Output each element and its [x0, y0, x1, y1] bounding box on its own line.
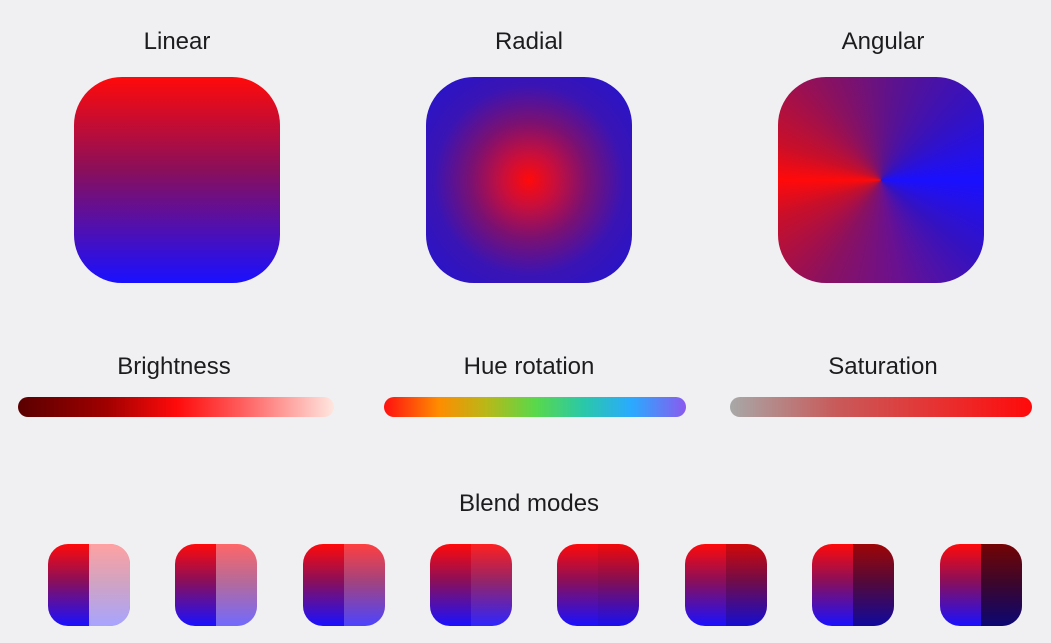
- saturation-gradient-bar: [730, 397, 1032, 417]
- brightness-label: Brightness: [117, 353, 231, 380]
- blend-modes-label: Blend modes: [458, 490, 600, 517]
- blend-tile-7: [812, 544, 894, 626]
- blend-tile-5: [557, 544, 639, 626]
- blend-tile-4: [430, 544, 512, 626]
- hue-rotation-gradient-bar: [384, 397, 686, 417]
- radial-label: Radial: [494, 28, 564, 55]
- blend-mode-tiles: [48, 544, 1023, 626]
- angular-gradient-swatch: [778, 77, 984, 283]
- blend-tile-6: [685, 544, 767, 626]
- radial-gradient-swatch: [426, 77, 632, 283]
- linear-gradient-swatch: [74, 77, 280, 283]
- linear-label: Linear: [143, 28, 211, 55]
- blend-tile-3: [303, 544, 385, 626]
- brightness-gradient-bar: [18, 397, 334, 417]
- blend-tile-2: [175, 544, 257, 626]
- blend-tile-1: [48, 544, 130, 626]
- hue-rotation-label: Hue rotation: [463, 353, 595, 380]
- saturation-label: Saturation: [828, 353, 938, 380]
- blend-tile-8: [940, 544, 1022, 626]
- angular-label: Angular: [841, 28, 925, 55]
